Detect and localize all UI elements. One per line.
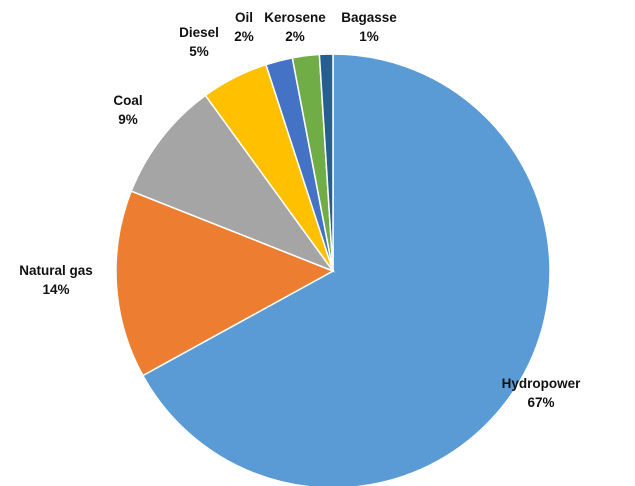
pie-label-name: Diesel (179, 25, 219, 40)
pie-label-kerosene: Kerosene 2% (264, 10, 326, 44)
pie-label-value: 1% (359, 29, 379, 44)
pie-label-coal: Coal 9% (113, 93, 142, 127)
pie-label-oil: Oil 2% (234, 10, 254, 44)
pie-label-name: Oil (235, 10, 253, 25)
pie-label-diesel: Diesel 5% (179, 25, 219, 59)
pie-label-name: Coal (113, 93, 142, 108)
pie-slice-natural-gas (115, 190, 335, 377)
pie-label-name: Hydropower (502, 376, 582, 391)
pie-slices (115, 53, 551, 486)
pie-label-value: 2% (285, 29, 305, 44)
pie-label-hydropower: Hydropower 67% (502, 376, 582, 410)
pie-label-value: 67% (527, 395, 554, 410)
pie-slice-coal (130, 94, 336, 273)
pie-label-bagasse: Bagasse 1% (341, 10, 397, 44)
pie-label-value: 9% (118, 112, 138, 127)
pie-label-name: Kerosene (264, 10, 326, 25)
pie-slice-hydropower (141, 53, 551, 486)
pie-label-natural-gas: Natural gas 14% (19, 263, 93, 297)
pie-label-name: Natural gas (19, 263, 93, 278)
pie-label-name: Bagasse (341, 10, 397, 25)
pie-label-value: 5% (189, 44, 209, 59)
pie-label-value: 14% (42, 282, 69, 297)
pie-labels: Hydropower 67% Natural gas 14% Coal 9% Diesel 5… (19, 10, 581, 410)
pie-slice-bagasse (318, 53, 334, 272)
pie-label-value: 2% (234, 29, 254, 44)
